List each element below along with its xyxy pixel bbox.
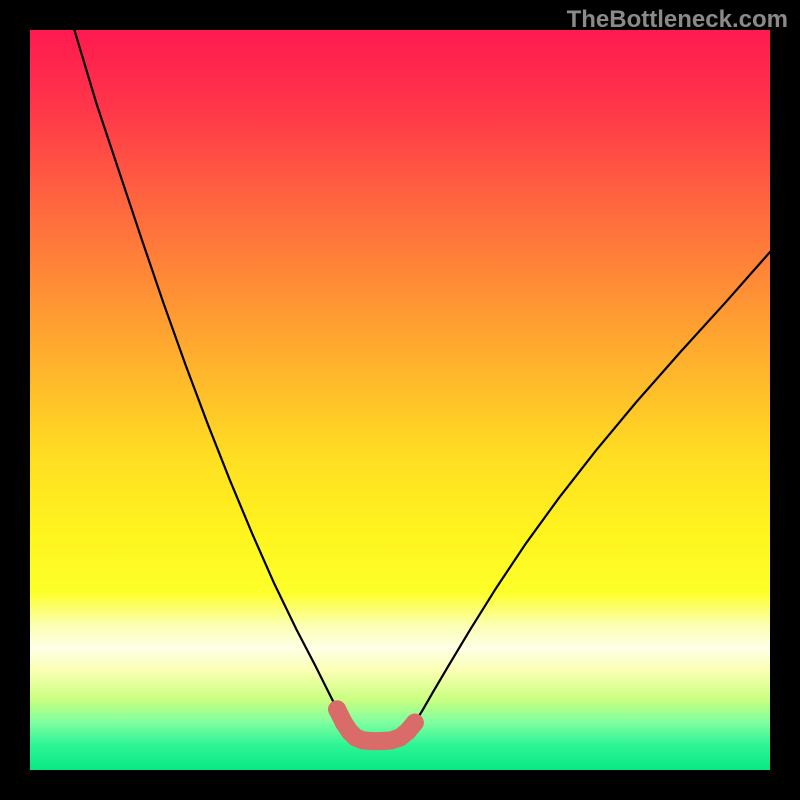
stage: TheBottleneck.com bbox=[0, 0, 800, 800]
plot-area bbox=[30, 30, 770, 770]
chart-background bbox=[30, 30, 770, 770]
watermark-text: TheBottleneck.com bbox=[567, 6, 788, 34]
chart-svg bbox=[30, 30, 770, 770]
marker-dot bbox=[406, 714, 424, 732]
